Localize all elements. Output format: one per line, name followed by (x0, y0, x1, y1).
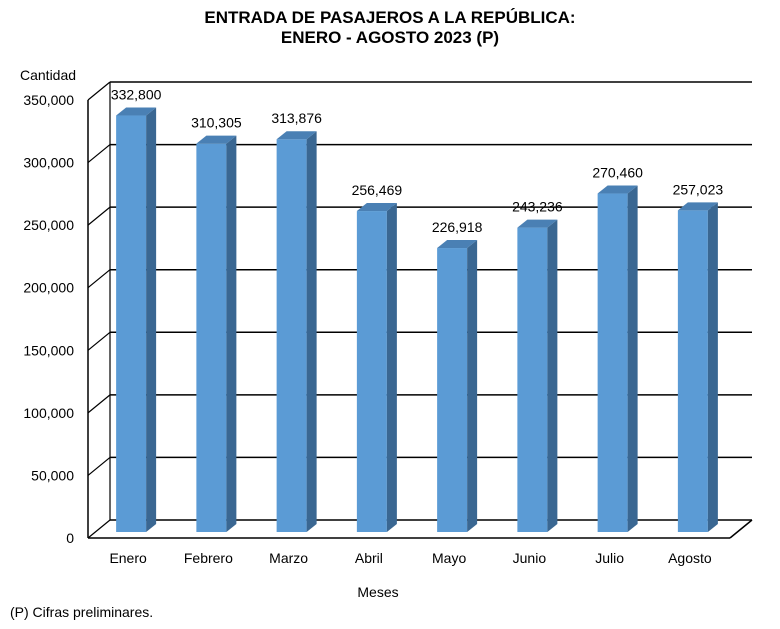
y-axis-label: Cantidad (20, 67, 76, 83)
y-tick-label: 100,000 (23, 405, 74, 421)
x-tick-label: Marzo (269, 550, 308, 566)
y-tick-label: 0 (66, 530, 74, 546)
bar-front (517, 227, 548, 532)
bar-front (677, 210, 708, 533)
bar-front (116, 115, 147, 533)
bar-top (437, 240, 478, 249)
bar-top (356, 203, 397, 212)
bar-top (196, 135, 237, 144)
wall-diagonal (87, 456, 111, 476)
bar-front (196, 143, 227, 532)
bar-top (677, 202, 718, 211)
bar-top (517, 219, 558, 228)
x-tick-label: Abril (355, 550, 383, 566)
bar-top (276, 131, 317, 140)
data-label: 332,800 (111, 87, 162, 103)
data-label: 256,469 (352, 182, 403, 198)
wall-diagonal (87, 206, 111, 226)
wall-diagonal (87, 81, 111, 101)
x-tick-label: Enero (109, 550, 147, 566)
chart-subtitle: ENERO - AGOSTO 2023 (P) (280, 28, 500, 47)
bar-side (627, 185, 638, 532)
y-tick-label: 250,000 (23, 217, 74, 233)
wall-diagonal (87, 144, 111, 164)
x-axis-label: Meses (357, 584, 398, 600)
data-label: 310,305 (191, 115, 242, 131)
bar-side (547, 219, 558, 532)
floor-edge (729, 519, 753, 539)
y-tick-label: 150,000 (23, 342, 74, 358)
bar-side (467, 240, 478, 533)
data-label: 270,460 (592, 165, 643, 181)
y-tick-label: 50,000 (31, 467, 74, 483)
footnote: (P) Cifras preliminares. (10, 604, 154, 620)
x-tick-label: Julio (595, 550, 624, 566)
bar-front (437, 248, 468, 533)
bar-side (226, 135, 237, 532)
y-tick-label: 200,000 (23, 280, 74, 296)
bar-front (597, 193, 628, 532)
data-label: 243,236 (512, 199, 563, 215)
wall-diagonal (87, 519, 111, 539)
data-label: 313,876 (271, 110, 322, 126)
x-tick-label: Agosto (668, 550, 712, 566)
y-tick-label: 350,000 (23, 92, 74, 108)
data-label: 226,918 (432, 219, 483, 235)
bar-side (386, 203, 397, 532)
x-tick-label: Mayo (432, 550, 466, 566)
x-tick-label: Junio (513, 550, 547, 566)
bar-front (276, 139, 307, 532)
y-tick-label: 300,000 (23, 155, 74, 171)
bar-front (356, 211, 387, 532)
bar-side (146, 107, 157, 533)
wall-diagonal (87, 394, 111, 414)
x-tick-label: Febrero (184, 550, 233, 566)
bar-side (707, 202, 718, 533)
bar-top (597, 185, 638, 194)
data-label: 257,023 (673, 181, 724, 197)
bar-top (116, 107, 157, 116)
chart-title: ENTRADA DE PASAJEROS A LA REPÚBLICA: (204, 8, 576, 27)
wall-diagonal (87, 269, 111, 289)
wall-diagonal (87, 331, 111, 351)
bar-side (306, 131, 317, 532)
